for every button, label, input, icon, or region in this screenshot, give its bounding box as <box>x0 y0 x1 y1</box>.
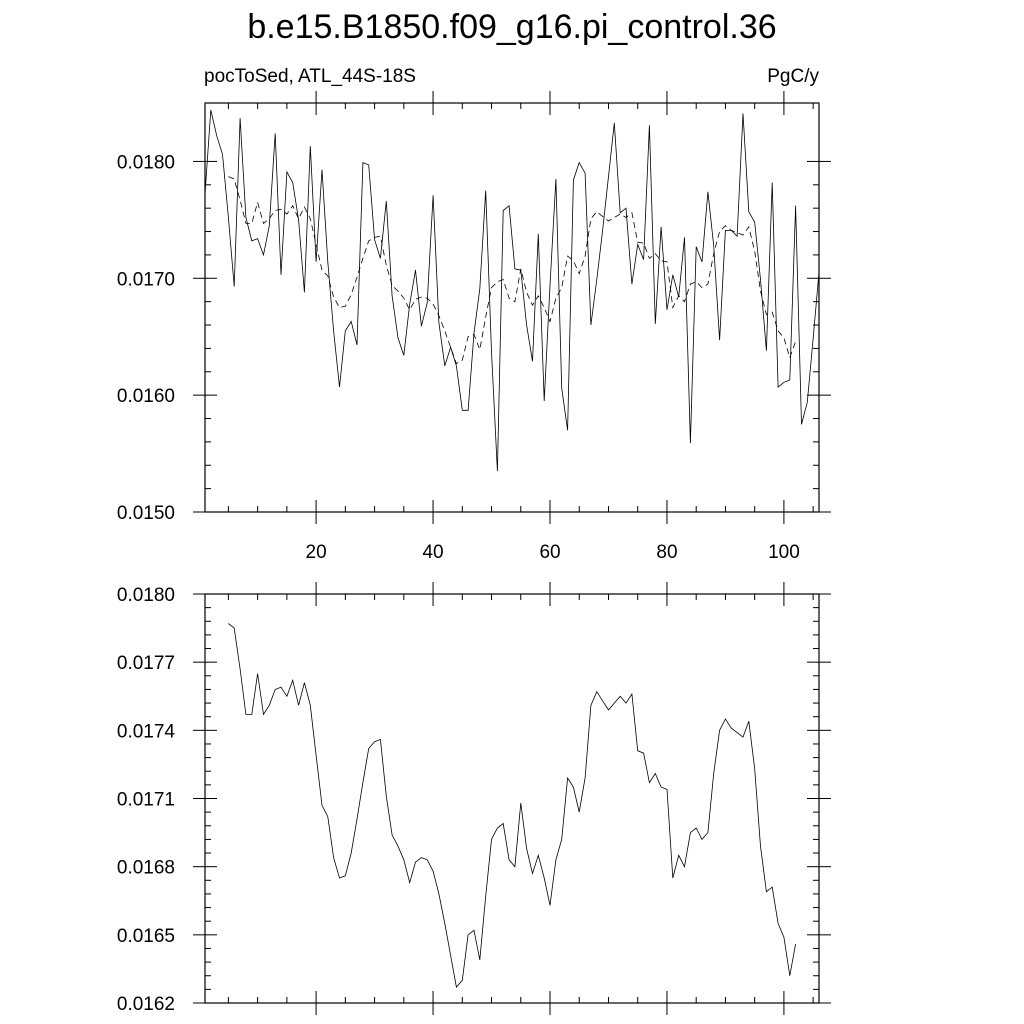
lower-y-tick-label: 0.0165 <box>117 926 175 947</box>
upper-x-tick-label: 40 <box>422 542 443 563</box>
lower-y-tick-label: 0.0177 <box>117 653 175 674</box>
lower-plot-frame <box>204 593 820 1004</box>
upper-series-dashed-line <box>228 176 796 365</box>
upper-x-tick-label: 100 <box>768 542 800 563</box>
lower-y-tick-label: 0.0180 <box>117 585 175 606</box>
upper-y-tick-label: 0.0170 <box>117 269 175 290</box>
upper-subtitle-right: PgC/y <box>767 66 819 87</box>
upper-subtitle-left: pocToSed, ATL_44S-18S <box>204 66 416 87</box>
upper-panel: 20 40 60 80 100 0.0150 0.0160 0.0170 0.0180 <box>117 91 831 563</box>
figure-title: b.e15.B1850.f09_g16.pi_control.36 <box>247 8 776 46</box>
upper-x-tick-label: 20 <box>306 542 327 563</box>
upper-series-solid-line <box>204 109 820 472</box>
lower-y-tick-label: 0.0168 <box>117 858 175 879</box>
upper-y-tick-label: 0.0160 <box>117 386 175 407</box>
lower-series-solid-line <box>228 623 796 988</box>
upper-y-tick-label: 0.0150 <box>117 503 175 524</box>
lower-panel: 0.0162 0.0165 0.0168 0.0171 0.0174 0.0177 0.01… <box>117 582 831 1015</box>
lower-y-tick-label: 0.0171 <box>117 790 175 811</box>
upper-y-tick-label: 0.0180 <box>117 152 175 173</box>
upper-x-tick-label: 80 <box>656 542 677 563</box>
lower-y-tick-label: 0.0162 <box>117 994 175 1015</box>
lower-y-tick-label: 0.0174 <box>117 721 176 742</box>
upper-plot-frame <box>204 102 820 513</box>
upper-x-tick-label: 60 <box>539 542 560 563</box>
